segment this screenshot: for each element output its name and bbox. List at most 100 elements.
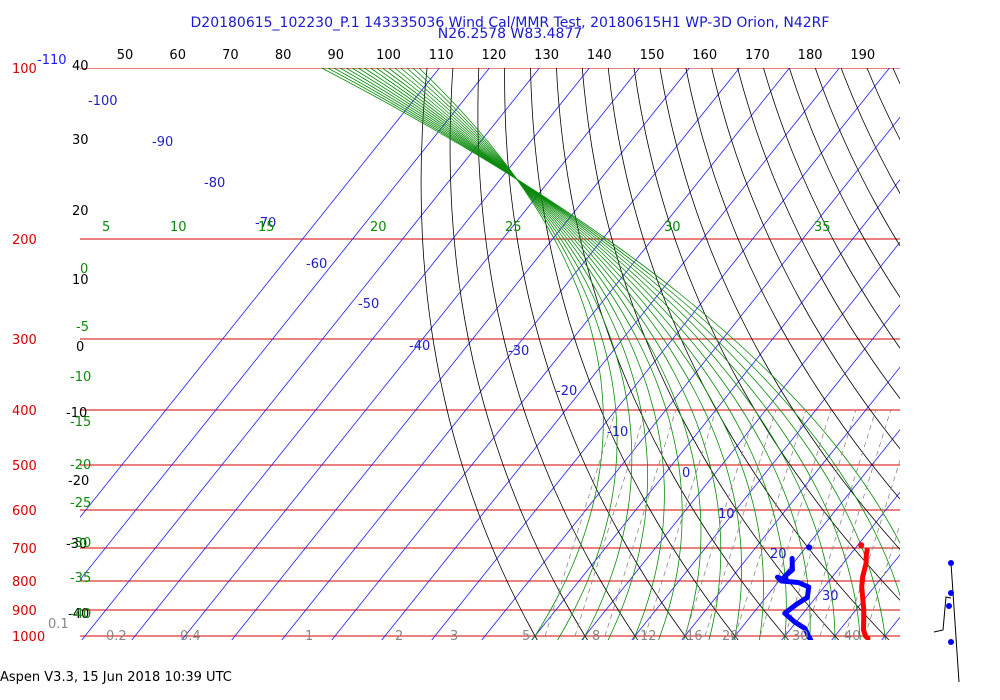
top-temperature-label: 100 [376,48,401,63]
isotherm-line [881,616,900,640]
isotherm-line [481,116,900,640]
mixing-ratio-label: 5 [522,629,530,644]
dry-adiabat-line [737,68,900,400]
mixing-ratio-label: 8 [592,629,600,644]
left-axis-label: 20 [72,204,89,219]
dry-adiabat-line [763,68,900,349]
isobar-label: 400 [12,404,37,419]
moist-adiabat-line [412,68,618,640]
mixing-ratio-line [574,409,647,637]
isotherm-label: -60 [306,257,327,272]
isobar-label: 1000 [12,630,45,645]
mixing-ratio-label: 0.2 [106,629,127,644]
moist-adiabat-line [357,68,787,640]
mixing-ratio-label: 3 [450,629,458,644]
wind-barb-flag [933,596,952,633]
mixing-ratio-line [604,409,677,637]
dry-adiabat-line [556,68,789,640]
mixing-ratio-label: 0.1 [48,617,69,632]
moist-adiabat-label: -35 [70,571,91,586]
isotherm-line [731,429,900,640]
isotherm-label: 20 [770,547,787,562]
isotherm-line [80,68,490,581]
isotherm-label: -10 [607,425,628,440]
moist-adiabat-line [345,68,836,640]
mixing-ratio-line [819,409,892,637]
wind-barb-column [933,560,960,683]
moist-adiabat-line [363,68,764,640]
isotherm-label: -100 [88,94,118,109]
isotherm-label: -30 [508,344,529,359]
mixing-ratio-label: 1 [305,629,313,644]
dry-adiabat-line [892,68,900,85]
mixing-ratio-label: 12 [640,629,657,644]
mixing-ratio-line [844,459,900,637]
dry-adiabat-line [504,68,689,640]
isotherm-label: -80 [204,176,225,191]
moist-adiabat-label: 5 [102,220,110,235]
wind-barb-point [946,603,952,609]
isotherm-line [231,68,690,640]
mixing-ratio-line [804,409,877,637]
top-temperature-label: 110 [429,48,454,63]
dry-adiabat-line [711,68,900,450]
moist-adiabat-line [351,68,811,640]
left-axis-label: 0 [76,340,84,355]
moist-adiabat-label: 25 [505,220,522,235]
isotherm-label: -90 [152,135,173,150]
isotherm-label: -50 [358,297,379,312]
isotherm-label: 30 [822,589,839,604]
moist-adiabat-label: -10 [70,370,91,385]
isotherm-line [631,304,900,640]
moist-adiabat-line [381,68,702,640]
moist-adiabat-line [387,68,683,640]
top-temperature-label: 190 [850,48,875,63]
moist-adiabat-label: 35 [814,220,831,235]
mixing-ratio-line [784,409,857,637]
dry-adiabat-line [866,68,900,141]
isotherm-line [131,68,590,640]
top-temperature-label: 130 [534,48,559,63]
isobar-label: 800 [12,575,37,590]
left-axis-label: -20 [68,474,89,489]
moist-adiabat-label: 20 [370,220,387,235]
isotherm-label: -40 [409,339,430,354]
mixing-ratio-label: 30 [792,629,809,644]
isobar-label: 500 [12,459,37,474]
dewpoint-profile-line [775,555,814,640]
isotherm-label: -20 [556,384,577,399]
top-temperature-label: 90 [328,48,345,63]
moist-adiabat-line [400,68,649,640]
dry-adiabat-line [814,68,900,247]
left-axis-label: -40 [68,607,89,622]
isotherm-line [381,68,840,640]
left-axis-label: -10 [66,406,87,421]
mixing-ratio-line [684,409,757,637]
top-temperature-label: 50 [117,48,134,63]
isotherm-label: 0 [682,466,690,481]
isotherm-line [181,68,640,640]
isobar-label: 600 [12,504,37,519]
isotherm-line [831,554,900,640]
dry-adiabat-line [449,68,588,640]
left-axis-label: 40 [72,59,89,74]
moist-adiabat-label: 15 [258,220,275,235]
top-temperature-label: 160 [692,48,717,63]
top-temperature-label: 70 [222,48,239,63]
isotherm-line [781,491,900,640]
isotherm-line [681,366,900,640]
isobar-label: 200 [12,233,37,248]
isotherm-line [81,68,540,640]
left-axis-label: -30 [66,537,87,552]
wind-barb-staff [950,562,960,683]
isotherm-line [80,68,440,518]
mixing-ratio-label: 16 [686,629,703,644]
mixing-ratio-line [704,409,777,637]
dry-adiabat-line [788,68,900,298]
moist-adiabat-line [332,68,886,640]
moist-adiabat-label: -20 [70,458,91,473]
moist-adiabat-line [326,68,900,597]
moist-adiabat-line [375,68,722,640]
left-axis-label: 30 [72,133,89,148]
dry-adiabat-line [991,58,1000,642]
